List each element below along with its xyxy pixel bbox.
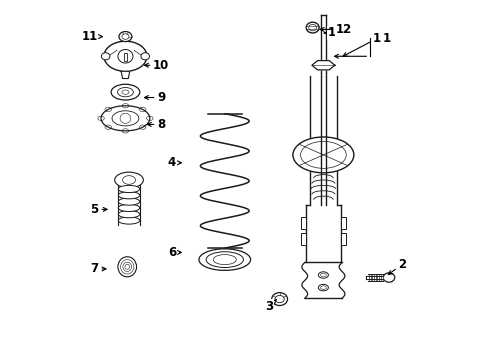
Ellipse shape [112,111,139,126]
Ellipse shape [213,255,236,265]
Text: 6: 6 [167,246,181,259]
Ellipse shape [383,273,394,282]
Polygon shape [121,71,129,78]
Ellipse shape [122,34,129,39]
Ellipse shape [318,284,328,291]
Ellipse shape [101,106,149,131]
Ellipse shape [111,84,140,100]
Text: 2: 2 [387,258,406,274]
Ellipse shape [320,286,325,289]
Ellipse shape [118,217,140,224]
Ellipse shape [115,172,143,188]
Bar [124,53,126,61]
Ellipse shape [118,50,133,63]
Text: 10: 10 [144,59,169,72]
Ellipse shape [305,22,319,33]
Ellipse shape [141,53,149,60]
Ellipse shape [118,211,140,218]
Ellipse shape [117,87,133,97]
Ellipse shape [120,113,130,123]
Ellipse shape [320,273,325,277]
Ellipse shape [118,204,140,211]
Bar [300,217,305,229]
Text: 1: 1 [343,32,381,56]
Ellipse shape [206,252,243,267]
Ellipse shape [118,257,136,277]
Ellipse shape [300,141,346,168]
Bar [340,217,346,229]
Text: 9: 9 [144,91,165,104]
Ellipse shape [118,198,140,205]
Text: 12: 12 [324,27,344,40]
Ellipse shape [318,272,328,278]
Ellipse shape [122,90,129,94]
Ellipse shape [271,293,287,306]
Text: 8: 8 [147,118,165,131]
Polygon shape [311,60,334,70]
Text: 1: 1 [382,32,390,45]
Ellipse shape [119,32,132,41]
Ellipse shape [292,137,353,173]
Text: 3: 3 [265,300,276,313]
Ellipse shape [104,41,147,71]
Ellipse shape [122,176,135,184]
Text: 12: 12 [320,23,351,36]
Ellipse shape [101,53,110,60]
Ellipse shape [118,192,140,199]
Text: 5: 5 [90,203,107,216]
Bar [340,233,346,246]
Ellipse shape [199,249,250,270]
Ellipse shape [274,296,284,303]
Ellipse shape [118,185,140,193]
Text: 11: 11 [81,30,102,43]
Bar [300,233,305,246]
Text: 4: 4 [167,156,181,169]
Ellipse shape [308,24,316,31]
Text: 7: 7 [90,262,106,275]
